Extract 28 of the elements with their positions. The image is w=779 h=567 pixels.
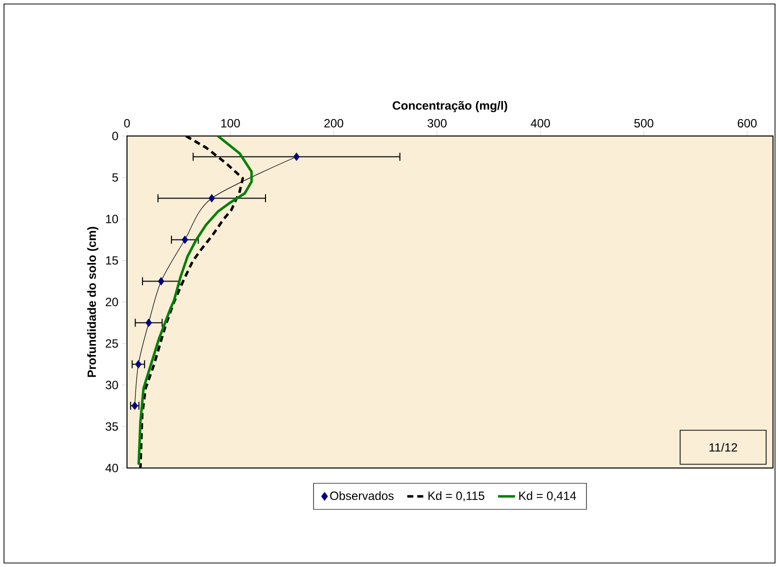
y-axis-title: Profundidade do solo (cm) bbox=[87, 226, 98, 377]
legend-label: Observados bbox=[330, 491, 394, 500]
y-tick-label: 20 bbox=[106, 298, 118, 306]
x-tick-label: 0 bbox=[124, 119, 130, 128]
x-tick-label: 300 bbox=[428, 119, 447, 128]
point bbox=[158, 277, 164, 286]
point bbox=[293, 152, 300, 161]
y-tick-label: 10 bbox=[106, 214, 118, 224]
legend-label: Kd = 0,115 bbox=[428, 491, 484, 502]
point bbox=[208, 194, 215, 202]
legend-label: Kd = 0,414 bbox=[519, 491, 576, 502]
y-tick-label: 30 bbox=[106, 380, 118, 390]
y-tick-label: 0 bbox=[112, 132, 118, 140]
x-axis-title: Concentração (mg/l) bbox=[392, 100, 508, 112]
annotation: 11/12 bbox=[710, 442, 738, 452]
x-tick-label: 200 bbox=[324, 119, 344, 128]
y-tick-label: 40 bbox=[105, 464, 118, 472]
y-tick-label: 35 bbox=[106, 422, 118, 431]
point bbox=[135, 360, 142, 368]
y-tick-label: 5 bbox=[112, 173, 118, 182]
x-tick-label: 600 bbox=[738, 119, 757, 128]
x-tick-label: 500 bbox=[634, 119, 654, 128]
point bbox=[146, 318, 152, 327]
x-tick-label: 100 bbox=[221, 119, 240, 128]
x-tick-label: 400 bbox=[530, 119, 550, 128]
y-tick-label: 25 bbox=[106, 339, 118, 348]
y-tick-label: 15 bbox=[106, 256, 118, 265]
point bbox=[182, 236, 188, 244]
